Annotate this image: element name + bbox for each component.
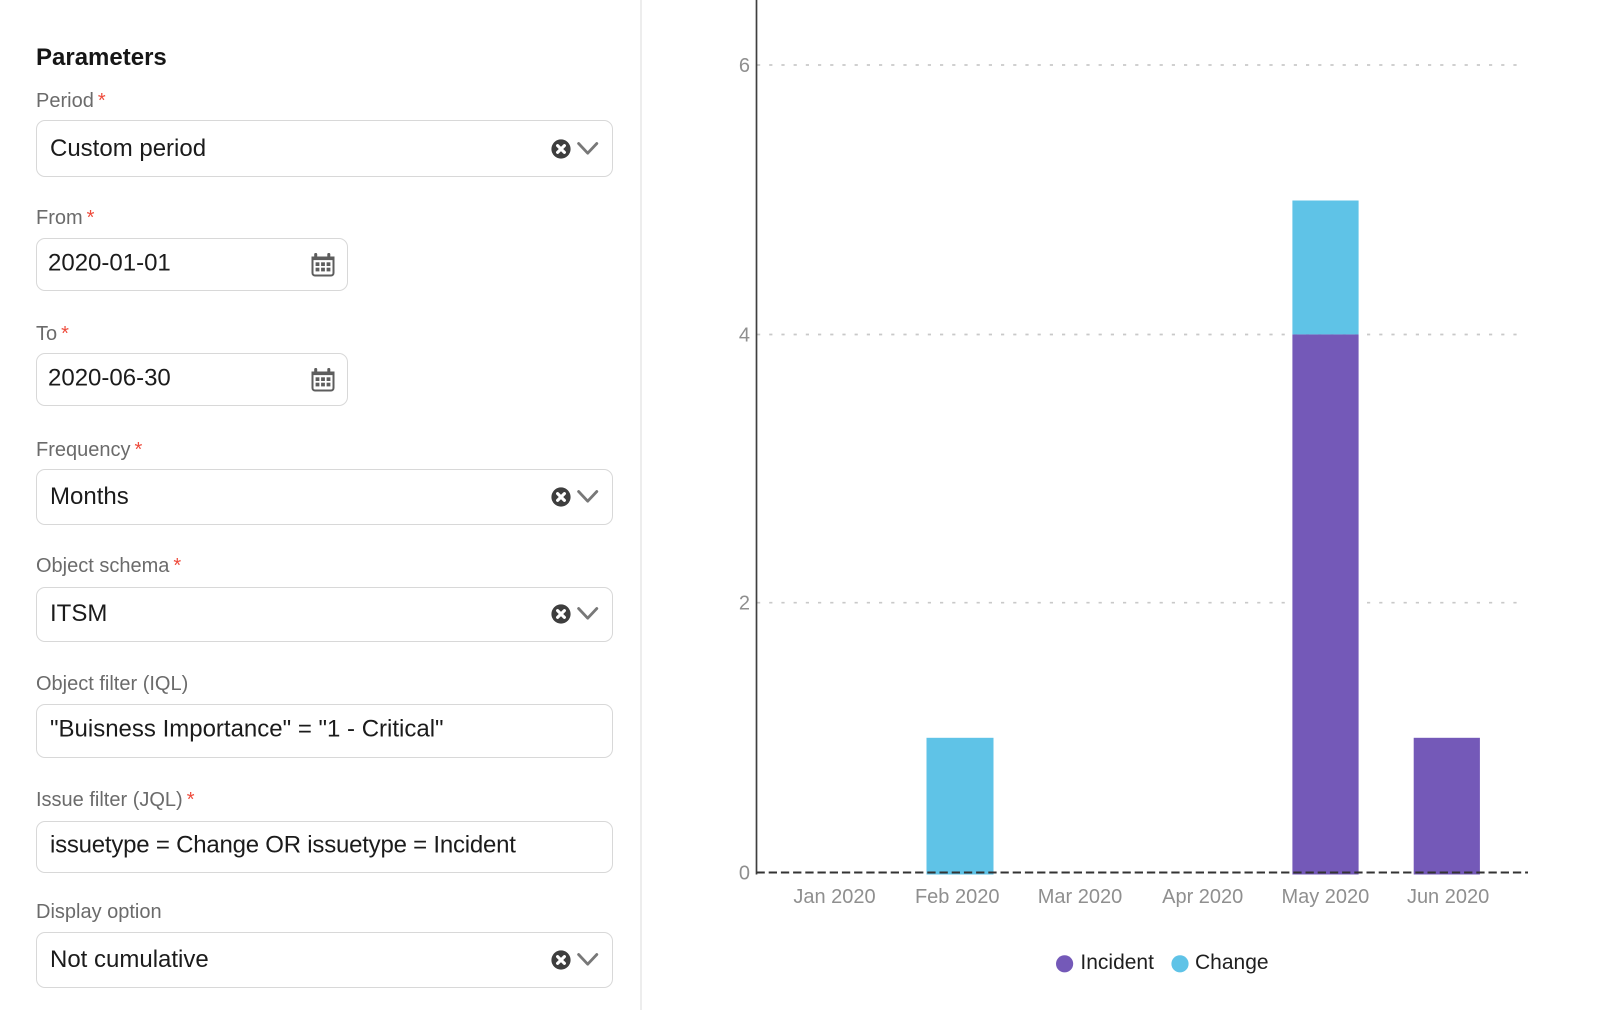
- svg-text:Incident: Incident: [1080, 951, 1154, 974]
- svg-text:6: 6: [739, 55, 750, 77]
- svg-text:Mar 2020: Mar 2020: [1038, 886, 1123, 908]
- svg-text:0: 0: [739, 863, 750, 885]
- svg-text:Apr 2020: Apr 2020: [1162, 886, 1243, 908]
- svg-text:Jun 2020: Jun 2020: [1407, 886, 1489, 908]
- svg-text:May 2020: May 2020: [1281, 886, 1369, 908]
- svg-text:Change: Change: [1195, 951, 1269, 974]
- svg-text:Jan 2020: Jan 2020: [793, 886, 875, 908]
- svg-text:4: 4: [739, 325, 750, 347]
- svg-text:2: 2: [739, 593, 750, 615]
- svg-text:Feb 2020: Feb 2020: [915, 886, 1000, 908]
